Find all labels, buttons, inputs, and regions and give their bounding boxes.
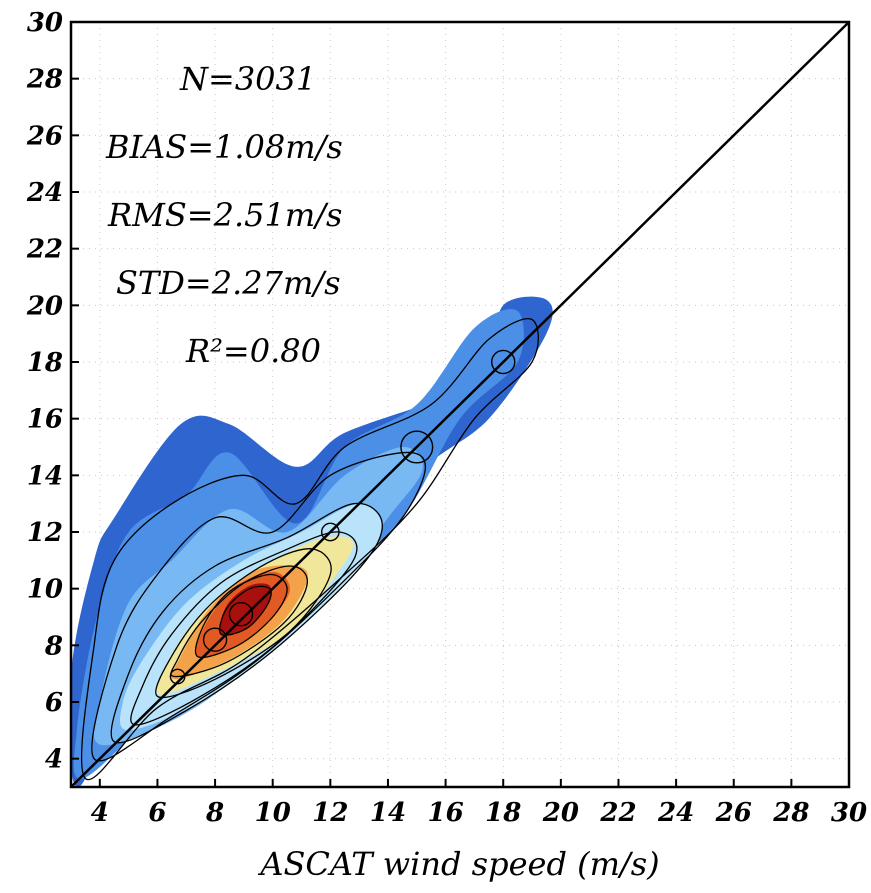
bias-label: BIAS=1.08m/s	[105, 128, 343, 166]
x-tick-label: 6	[148, 798, 166, 828]
r-squared-label: R²=0.80	[185, 332, 321, 370]
x-axis-title: ASCAT wind speed (m/s)	[257, 845, 659, 883]
x-tick-label: 30	[831, 798, 867, 828]
one-to-one-line	[70, 21, 850, 788]
x-tick-label: 10	[255, 798, 291, 828]
y-tick-label: 28	[26, 65, 63, 95]
y-tick-label: 20	[26, 291, 63, 321]
density-peak-circle	[320, 522, 340, 542]
grid-lines	[71, 22, 849, 787]
y-tick-label: 18	[27, 348, 63, 378]
density-peak-circle	[228, 601, 254, 627]
contour-line-3	[110, 502, 383, 744]
y-tick-label: 6	[45, 688, 63, 718]
y-tick-label: 26	[26, 121, 63, 151]
y-tick-label: 30	[27, 8, 63, 38]
x-tick-label: 12	[312, 798, 348, 828]
contour-line-1	[80, 318, 539, 781]
x-tick-label: 14	[370, 798, 406, 828]
y-tick-label: 12	[27, 518, 63, 548]
y-tick-label: 10	[27, 575, 63, 605]
x-tick-label: 18	[485, 798, 521, 828]
x-tick-label: 4	[91, 798, 109, 828]
n-count-label: N=3031	[179, 60, 316, 98]
x-tick-label: 16	[427, 798, 463, 828]
y-tick-label: 24	[26, 178, 63, 208]
y-tick-label: 8	[44, 631, 63, 661]
density-field	[71, 296, 553, 787]
x-tick-label: 20	[542, 798, 579, 828]
axis-ticks: 4 6 8 10 12 14 16 18 20 22 24 26 28 30 4 6 8 10 12 14 16 18 20…	[26, 8, 867, 828]
x-tick-label: 22	[599, 798, 636, 828]
y-tick-label: 22	[26, 235, 63, 265]
contour-line-6	[170, 565, 308, 678]
density-peak-circle	[400, 430, 434, 464]
y-tick-label: 16	[27, 405, 63, 435]
y-tick-label: 4	[45, 745, 63, 775]
x-tick-label: 28	[772, 798, 809, 828]
std-label: STD=2.27m/s	[116, 264, 341, 302]
density-peak-circle	[202, 627, 228, 652]
x-tick-label: 24	[657, 798, 694, 828]
contour-line-8	[218, 585, 272, 636]
y-tick-label: 14	[27, 461, 63, 491]
x-tick-label: 26	[715, 798, 752, 828]
rms-label: RMS=2.51m/s	[107, 196, 342, 234]
plot-frame	[69, 20, 851, 789]
density-peak-circle	[490, 349, 516, 375]
x-tick-label: 8	[205, 798, 224, 828]
stats-annotations: N=3031 BIAS=1.08m/s RMS=2.51m/s STD=2.27…	[105, 60, 343, 370]
